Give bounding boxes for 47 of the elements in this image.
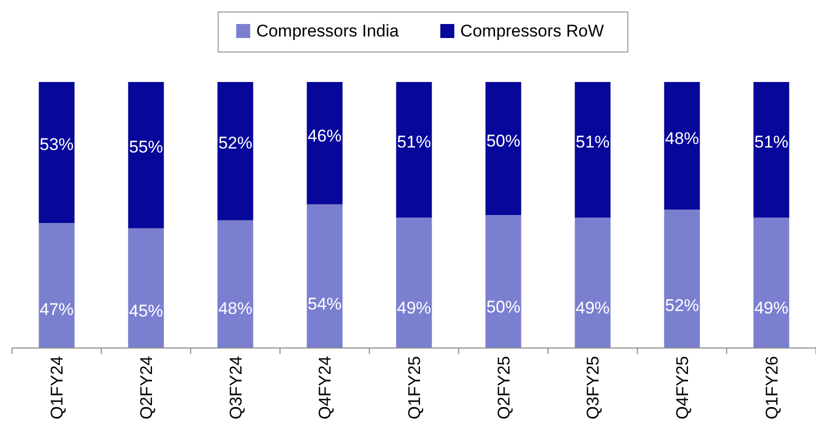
bar [753,218,790,348]
data-label: 51% [396,132,432,152]
data-label: 50% [486,131,520,150]
bar [664,82,700,210]
data-label: 52% [664,296,700,315]
bar [485,215,522,348]
bar [128,228,164,348]
x-tick-label: Q1FY26 [762,356,782,420]
x-tick-label: Q1FY25 [405,356,424,420]
bar [38,222,75,348]
data-label: 51% [576,132,610,152]
bar [38,82,75,223]
bar [396,218,432,348]
data-label: 52% [218,134,252,153]
data-label: 48% [664,128,700,148]
x-tick-label: Q2FY25 [494,356,514,420]
data-label: 49% [754,298,788,318]
bar [753,82,790,218]
data-label: 49% [576,298,610,318]
x-tick-label: Q4FY25 [673,356,692,420]
bar [128,82,164,228]
data-label: 49% [396,298,432,318]
x-tick-label: Q1FY24 [48,356,67,420]
data-label: 54% [308,294,342,314]
bar [664,210,700,348]
x-tick-label: Q3FY25 [584,356,603,420]
legend-label: Compressors RoW [460,21,604,40]
bar [574,82,611,218]
bar [217,220,254,348]
bar [574,218,611,348]
data-label: 46% [308,126,342,146]
x-tick-label: Q2FY24 [137,356,156,420]
data-label: 55% [128,137,164,156]
data-label: 51% [754,132,788,152]
data-label: 45% [128,302,164,321]
bar [306,82,343,204]
data-label: 50% [486,298,520,317]
data-label: 48% [218,299,252,318]
x-tick-label: Q4FY24 [316,356,335,420]
legend-label: Compressors India [256,21,400,40]
data-label: 53% [40,134,74,154]
x-tick-label: Q3FY24 [226,356,246,420]
bar [485,82,522,215]
bar [396,82,432,218]
data-label: 47% [40,300,74,319]
bar [217,82,254,220]
bar [306,204,343,348]
